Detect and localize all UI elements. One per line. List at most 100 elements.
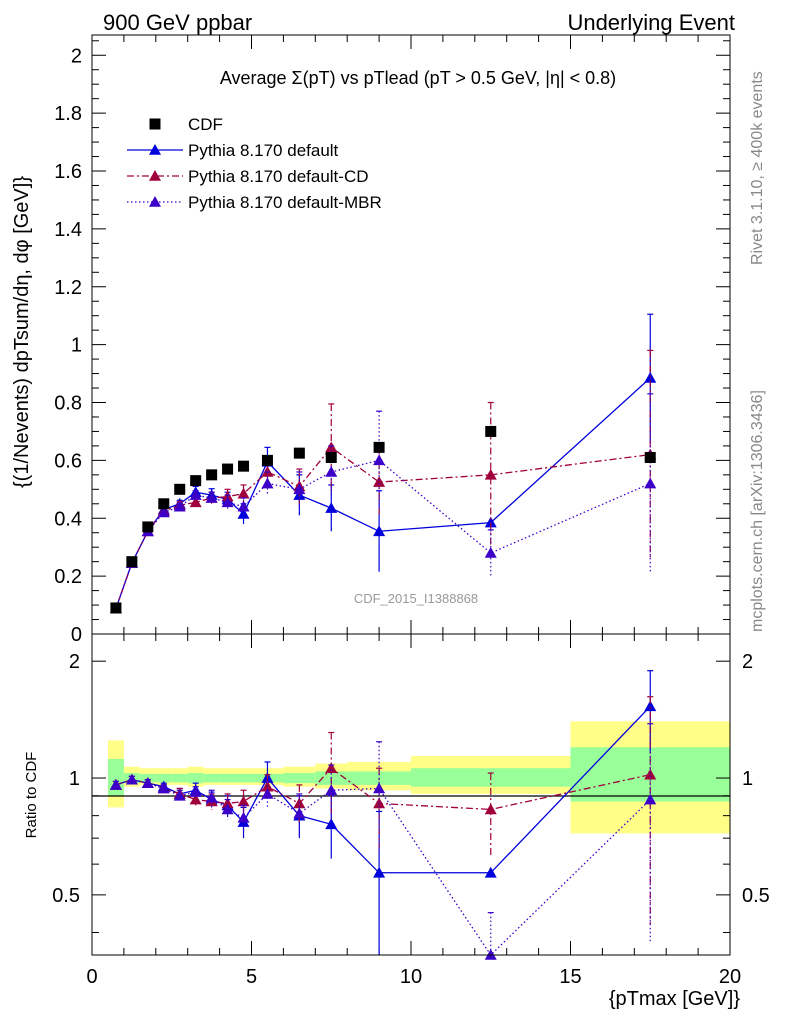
- legend-marker: [149, 144, 161, 155]
- main-y-tick-label: 0.4: [54, 508, 82, 530]
- header-left: 900 GeV ppbar: [103, 10, 252, 35]
- legend-label: Pythia 8.170 default: [188, 141, 339, 160]
- main-pythia-8-170-default-mbr-line: [115, 459, 651, 609]
- main-pythia-8-170-default-cd-point: [373, 476, 386, 487]
- main-y-tick-label: 0.2: [54, 566, 82, 588]
- ratio-pythia-8-170-default-mbr-point: [125, 773, 138, 785]
- ratio-green-band: [155, 773, 172, 783]
- ratio-pythia-8-170-default-mbr-point: [484, 949, 497, 960]
- main-pythia-8-170-default-point: [325, 502, 338, 513]
- header-right: Underlying Event: [567, 10, 735, 35]
- legend-label: CDF: [188, 115, 223, 134]
- ratio-y-tick-label-right: 1: [742, 768, 753, 790]
- ratio-pythia-8-170-default-mbr-point: [261, 787, 274, 799]
- ratio-pythia-8-170-default-mbr-point: [157, 782, 170, 794]
- legend-marker: [149, 196, 161, 207]
- ratio-pythia-8-170-default-mbr-point: [293, 807, 306, 819]
- main-cdf-point: [644, 451, 656, 463]
- main-y-tick-label: 1: [71, 335, 82, 357]
- ratio-grid-and-ticks: 0.5 0.51 12 20 5 10 15 20: [52, 634, 770, 988]
- ratio-pythia-8-170-default-mbr-point: [644, 793, 657, 805]
- main-y-tick-label: 1.2: [54, 277, 82, 299]
- ratio-pythia-8-170-default-mbr-point: [189, 786, 202, 797]
- main-pythia-8-170-default-mbr-point: [484, 546, 497, 558]
- main-pythia-8-170-default-mbr-point: [373, 454, 386, 466]
- x-axis-label: {pTmax [GeV]}: [609, 988, 740, 1010]
- x-tick-label: 0: [86, 966, 97, 988]
- main-pythia-8-170-default-cd-line: [115, 446, 651, 609]
- main-pythia-8-170-default-mbr-point: [325, 465, 338, 477]
- ratio-y-tick-label: 1: [69, 768, 80, 790]
- main-y-tick-label: 2: [71, 45, 82, 67]
- main-title: Average Σ(pT) vs pTlead (pT > 0.5 GeV, |…: [220, 68, 616, 88]
- ratio-y-tick-label: 2: [69, 651, 80, 673]
- ratio-pythia-8-170-default-mbr-point: [173, 789, 186, 801]
- main-cdf-point: [174, 483, 186, 495]
- ratio-pythia-8-170-default-cd-point: [221, 797, 234, 809]
- ratio-y-tick-label: 0.5: [52, 885, 80, 907]
- main-y-tick-label: 1.8: [54, 103, 82, 125]
- main-watermark: CDF_2015_I1388868: [354, 591, 478, 606]
- main-grid-and-ticks: 0 0.2 0.4 0.6 0.8 1 1.2 1.4 1.6 1.8 2: [54, 35, 731, 646]
- main-cdf-point: [325, 451, 337, 463]
- ratio-pythia-8-170-default-mbr-point: [109, 778, 122, 790]
- ratio-pythia-8-170-default-cd-point: [484, 803, 497, 815]
- legend-cdf-marker: [149, 118, 161, 130]
- ratio-y-tick-label-right: 0.5: [742, 885, 770, 907]
- ratio-green-band: [187, 773, 204, 784]
- main-cdf-point: [222, 463, 234, 475]
- main-y-axis-label: {(1/Nevents) dpTsum/dη, dφ [GeV]}: [11, 176, 33, 488]
- main-cdf-point: [110, 602, 122, 614]
- main-pythia-8-170-default-mbr-point: [157, 506, 170, 518]
- legend-marker: [149, 170, 161, 181]
- rivet-label: Rivet 3.1.10, ≥ 400k events: [749, 71, 766, 265]
- legend: CDF Pythia 8.170 default Pythia 8.170 defa…: [127, 115, 382, 212]
- main-pythia-8-170-default-mbr-point: [221, 496, 234, 508]
- main-pythia-8-170-default-mbr-point: [205, 491, 218, 503]
- main-cdf-point: [158, 498, 170, 510]
- main-y-tick-label: 0: [71, 624, 82, 646]
- ratio-y-tick-label-right: 2: [742, 651, 753, 673]
- main-pythia-8-170-default-mbr-point: [189, 489, 202, 500]
- main-panel: 0 0.2 0.4 0.6 0.8 1 1.2 1.4 1.6 1.8 2 CDF_2015_I13…: [11, 34, 731, 646]
- main-pythia-8-170-default-point: [237, 507, 250, 519]
- ratio-pythia-8-170-default-point: [484, 866, 497, 878]
- ratio-pythia-8-170-default-cd-point: [325, 762, 338, 774]
- main-pythia-8-170-default-cd-point: [189, 496, 202, 508]
- main-pythia-8-170-default-cd-point: [484, 468, 497, 480]
- main-pythia-8-170-default-mbr-point: [261, 477, 274, 489]
- ratio-pythia-8-170-default-mbr-point: [141, 777, 154, 788]
- x-tick-label: 15: [559, 966, 581, 988]
- legend-label: Pythia 8.170 default-MBR: [188, 193, 382, 212]
- ratio-pythia-8-170-default-mbr-point: [325, 784, 338, 796]
- main-y-tick-label: 0.8: [54, 393, 82, 415]
- main-pythia-8-170-default-point: [484, 516, 497, 528]
- main-series-layer: [109, 313, 657, 614]
- ratio-pythia-8-170-default-cd-point: [644, 768, 657, 780]
- main-cdf-point: [485, 425, 497, 437]
- main-cdf-point: [142, 521, 154, 533]
- main-cdf-point: [190, 475, 202, 487]
- main-pythia-8-170-default-point: [373, 525, 386, 537]
- ratio-green-band: [107, 758, 124, 796]
- ratio-green-band: [171, 773, 188, 783]
- mcplots-label: mcplots.cern.ch [arXiv:1306.3436]: [749, 390, 766, 632]
- main-cdf-point: [206, 469, 218, 481]
- ratio-green-band: [283, 773, 316, 784]
- ratio-pythia-8-170-default-cd-point: [189, 793, 202, 805]
- main-pythia-8-170-default-mbr-point: [644, 477, 657, 489]
- main-cdf-point: [293, 447, 305, 459]
- main-pythia-8-170-default-cd-point: [237, 487, 250, 499]
- ratio-panel: 0.5 0.51 12 20 5 10 15 20 Ratio to CDF {pTmax […: [23, 633, 770, 1010]
- legend-label: Pythia 8.170 default-CD: [188, 167, 369, 186]
- x-tick-label: 10: [400, 966, 422, 988]
- main-pythia-8-170-default-mbr-point: [237, 500, 250, 512]
- ratio-bands: [107, 721, 730, 834]
- ratio-pythia-8-170-default-cd-point: [237, 795, 250, 807]
- main-y-tick-label: 1.6: [54, 161, 82, 183]
- ratio-green-band: [219, 773, 236, 783]
- ratio-green-band: [235, 773, 252, 783]
- main-cdf-point: [126, 556, 138, 568]
- main-y-tick-label: 1.4: [54, 219, 82, 241]
